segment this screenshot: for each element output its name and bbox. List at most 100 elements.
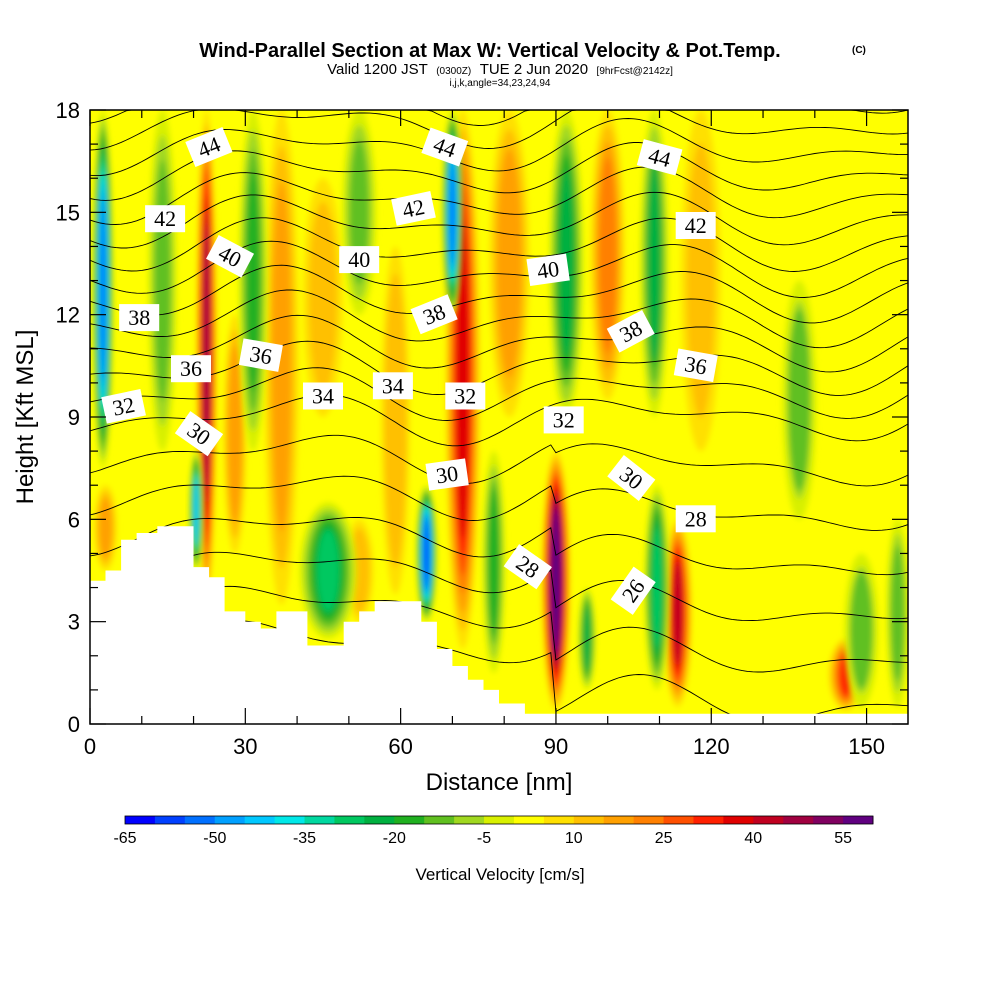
contour-label: 32 (445, 382, 486, 410)
contour-label-text: 42 (400, 194, 427, 223)
updraft-12 (94, 485, 117, 571)
downdraft-6 (416, 485, 437, 622)
updraft-8 (590, 110, 625, 400)
velocity-level (499, 160, 520, 367)
contour-label-text: 32 (110, 392, 137, 421)
updraft-9 (663, 519, 692, 707)
y-tick-label: 12 (56, 303, 80, 328)
downdraft-13 (782, 280, 817, 520)
colorbar-swatch (813, 816, 844, 824)
theta-contour (90, 264, 908, 324)
contour-label-box (503, 544, 552, 590)
downdraft-3 (238, 110, 268, 452)
plot-area (90, 110, 908, 724)
colorbar-swatch (125, 816, 156, 824)
y-tick-label: 9 (68, 405, 80, 430)
chart-title-tag: (C) (852, 45, 866, 56)
theta-contour (90, 367, 908, 421)
contour-label-text: 42 (685, 213, 707, 238)
downdraft-1 (148, 110, 177, 452)
subtitle-fcst: [9hrFcst@2142z] (597, 66, 674, 77)
downdraft-15 (886, 519, 908, 707)
contour-label-box (101, 388, 146, 424)
colorbar-swatch (454, 816, 485, 824)
y-tick-label: 18 (56, 98, 80, 123)
colorbar-tick-label: 25 (655, 830, 673, 847)
colorbar-swatch (783, 816, 814, 824)
contour-label-box (673, 348, 718, 383)
theta-contour (90, 434, 908, 487)
contour-label-box (636, 139, 683, 176)
colorbar-swatch (603, 816, 635, 824)
theta-contour (90, 289, 908, 349)
terrain (90, 526, 908, 724)
colorbar-swatch (364, 816, 395, 824)
contour-label: 28 (675, 505, 716, 533)
colorbar-swatch (573, 816, 605, 824)
velocity-level (246, 169, 260, 392)
contour-label-box (372, 372, 413, 400)
contour-label-box (185, 127, 233, 168)
velocity-level (850, 571, 873, 689)
updraft-4 (381, 246, 410, 595)
colorbar-swatch (274, 816, 306, 824)
colorbar-swatch (723, 816, 754, 824)
contour-label: 44 (185, 127, 233, 168)
contour-label-box (339, 246, 380, 274)
velocity-level (488, 487, 500, 637)
contour-label-box (675, 212, 716, 239)
colorbar (124, 815, 874, 825)
y-tick-label: 0 (68, 712, 80, 737)
contour-label-box (445, 382, 486, 410)
velocity-level (387, 294, 404, 547)
contour-label-box (410, 294, 458, 335)
y-axis: 0 36 9 12 15 18 (56, 98, 908, 737)
colorbar-swatch (394, 816, 425, 824)
theta-contour (90, 551, 908, 622)
contour-label-box (206, 234, 255, 278)
velocity-level (449, 159, 455, 265)
contour-label-text: 42 (154, 206, 176, 231)
colorbar-tick-label: -5 (477, 830, 491, 847)
contour-label-box (119, 304, 160, 332)
contour-label: 42 (675, 212, 716, 239)
contour-label-text: 34 (312, 384, 334, 409)
contour-label-box (526, 253, 570, 286)
updraft-3 (303, 178, 343, 417)
y-axis-label: Height [Kft MSL] (12, 330, 39, 505)
contour-label-text: 40 (348, 247, 370, 272)
y-tick-label: 15 (56, 200, 80, 225)
downdraft-8 (482, 451, 506, 673)
colorbar-swatch (244, 816, 276, 824)
downdraft-14 (844, 553, 879, 707)
theta-contour (90, 516, 908, 576)
contour-label: 32 (543, 406, 584, 434)
colorbar-swatch (184, 816, 216, 824)
velocity-level (891, 545, 905, 681)
colorbar-frame (124, 815, 874, 825)
contour-label-box (606, 309, 655, 353)
velocity-level (229, 354, 241, 514)
contour-label-box (610, 566, 656, 615)
contour-label-text: 32 (454, 384, 476, 409)
contour-label: 34 (303, 382, 343, 410)
colorbar-tick-label: -65 (113, 830, 136, 847)
contour-label-box (303, 382, 343, 410)
contour-label-text: 36 (683, 351, 709, 379)
contour-label: 30 (425, 458, 469, 491)
velocity-level (673, 562, 682, 665)
chart-subtitle-indices: i,j,k,angle=34,23,24,94 (450, 78, 551, 89)
colorbar-swatch (693, 816, 724, 824)
colorbar-tick-label: 10 (565, 830, 583, 847)
theta-contour (90, 110, 908, 126)
updraft-1 (223, 314, 247, 554)
contour-label: 40 (339, 246, 380, 274)
colorbar-swatch (753, 816, 784, 824)
colorbar-swatch (334, 816, 365, 824)
colorbar-swatch (663, 816, 694, 824)
contour-label-box (543, 406, 584, 434)
y-tick-label: 6 (68, 507, 80, 532)
contour-label: 34 (372, 372, 413, 400)
colorbar-tick-label: -50 (203, 830, 226, 847)
x-axis-label: Distance [nm] (426, 769, 573, 796)
